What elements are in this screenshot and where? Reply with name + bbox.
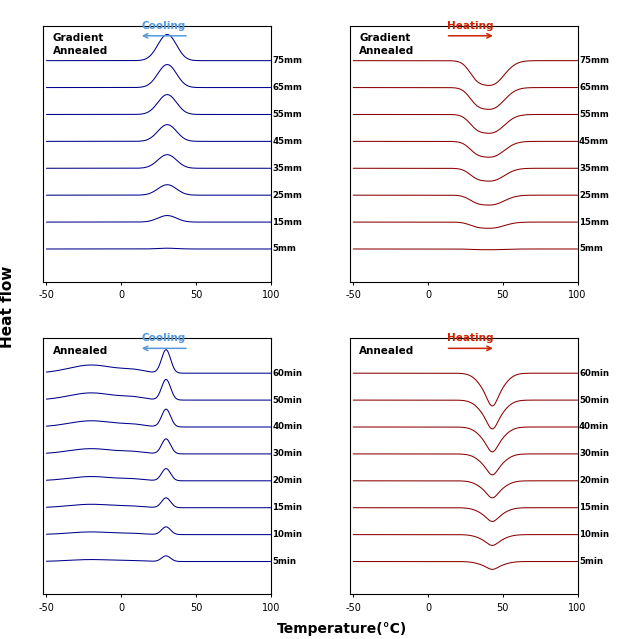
Text: 15mm: 15mm	[579, 217, 609, 227]
Text: 5mm: 5mm	[579, 245, 603, 254]
Text: Gradient
Annealed: Gradient Annealed	[360, 33, 415, 56]
Text: 60min: 60min	[579, 369, 609, 378]
Text: 40min: 40min	[579, 422, 609, 431]
Text: Heat flow: Heat flow	[0, 266, 15, 348]
Text: 75mm: 75mm	[272, 56, 302, 65]
Text: Annealed: Annealed	[360, 346, 415, 356]
Text: 5min: 5min	[272, 557, 296, 566]
Text: Heating: Heating	[448, 20, 494, 31]
Text: 55mm: 55mm	[272, 110, 302, 119]
Text: 15min: 15min	[272, 503, 302, 512]
Text: 40min: 40min	[272, 422, 302, 431]
Text: Temperature(°C): Temperature(°C)	[276, 622, 407, 636]
Text: Cooling: Cooling	[142, 20, 186, 31]
Text: 10min: 10min	[272, 530, 302, 539]
Text: 60min: 60min	[272, 369, 302, 378]
Text: 50min: 50min	[579, 396, 609, 404]
Text: 20min: 20min	[579, 476, 609, 485]
Text: 65mm: 65mm	[272, 83, 302, 92]
Text: 25mm: 25mm	[579, 190, 609, 199]
Text: 35mm: 35mm	[272, 164, 302, 173]
Text: 5min: 5min	[579, 557, 603, 566]
Text: 30min: 30min	[579, 449, 609, 458]
Text: 65mm: 65mm	[579, 83, 609, 92]
Text: 30min: 30min	[272, 449, 302, 458]
Text: 50min: 50min	[272, 396, 302, 404]
Text: 45mm: 45mm	[579, 137, 609, 146]
Text: 75mm: 75mm	[579, 56, 609, 65]
Text: 20min: 20min	[272, 476, 302, 485]
Text: 25mm: 25mm	[272, 190, 302, 199]
Text: Annealed: Annealed	[53, 346, 108, 356]
Text: Gradient
Annealed: Gradient Annealed	[53, 33, 108, 56]
Text: 15min: 15min	[579, 503, 609, 512]
Text: 10min: 10min	[579, 530, 609, 539]
Text: 5mm: 5mm	[272, 245, 296, 254]
Text: Cooling: Cooling	[142, 333, 186, 343]
Text: 55mm: 55mm	[579, 110, 609, 119]
Text: 45mm: 45mm	[272, 137, 302, 146]
Text: 35mm: 35mm	[579, 164, 609, 173]
Text: Heating: Heating	[448, 333, 494, 343]
Text: 15mm: 15mm	[272, 217, 302, 227]
